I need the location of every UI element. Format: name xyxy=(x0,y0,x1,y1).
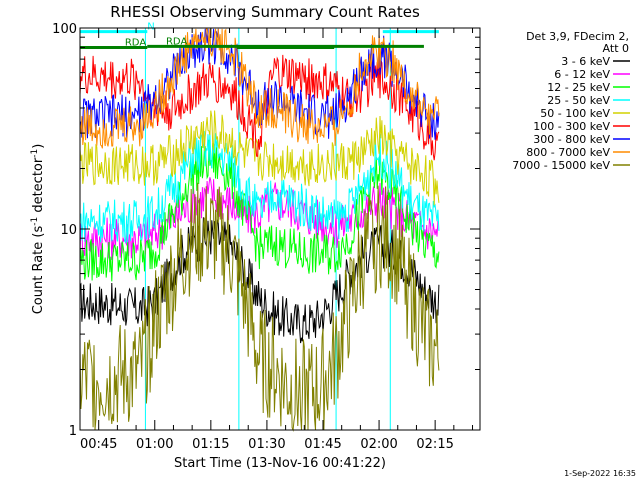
x-tick-label: 01:30 xyxy=(248,437,285,452)
y-axis-label-end: ) xyxy=(31,144,46,149)
x-tick-label: 02:00 xyxy=(360,437,397,452)
axes: 1 10 100 00:45 01:00 01:15 01:30 01:45 02:00 02:1… xyxy=(52,22,480,452)
y-tick-label: 1 xyxy=(69,424,77,439)
y-axis-label-sup1: -1 xyxy=(30,217,40,226)
timestamp: 1-Sep-2022 16:35 xyxy=(564,469,636,478)
status-bar-label-4: RDA xyxy=(166,36,187,47)
y-tick-label: 10 xyxy=(60,223,77,238)
x-tick-label: 00:45 xyxy=(80,437,117,452)
legend-label-1: 3 - 6 keV xyxy=(561,55,610,68)
series-line-5 xyxy=(79,110,440,206)
y-axis-label: Count Rate (s-1 detector-1) xyxy=(30,144,46,315)
y-axis-label-mid: detector xyxy=(31,157,46,217)
legend-label-6: 100 - 300 keV xyxy=(533,120,610,133)
legend-label-2: 6 - 12 keV xyxy=(554,68,610,81)
series-line-4 xyxy=(79,130,440,244)
status-bar-label-1: N xyxy=(147,22,154,33)
x-tick-label: 01:15 xyxy=(192,437,229,452)
legend-header-1: Det 3,9, FDecim 2, xyxy=(526,30,629,43)
y-axis-label-main: Count Rate (s xyxy=(31,226,46,315)
legend-label-4: 25 - 50 keV xyxy=(547,94,610,107)
series-line-3 xyxy=(79,139,440,282)
legend-label-8: 800 - 7000 keV xyxy=(526,146,610,159)
status-bar-label-3: RDA xyxy=(125,37,146,48)
series-line-9 xyxy=(79,182,440,432)
legend-label-7: 300 - 800 keV xyxy=(533,133,610,146)
legend-label-5: 50 - 100 keV xyxy=(540,107,610,120)
y-axis-label-sup2: -1 xyxy=(30,149,40,158)
x-axis-label: Start Time (13-Nov-16 00:41:22) xyxy=(174,456,386,471)
chart-title: RHESSI Observing Summary Count Rates xyxy=(110,3,420,21)
y-tick-label: 100 xyxy=(52,22,77,37)
x-tick-label: 01:45 xyxy=(304,437,341,452)
legend-label-9: 7000 - 15000 keV xyxy=(512,159,610,172)
x-tick-label: 02:15 xyxy=(416,437,453,452)
legend-label-3: 12 - 25 keV xyxy=(547,81,610,94)
x-tick-label: 01:00 xyxy=(136,437,173,452)
legend-header-2: Att 0 xyxy=(603,42,629,55)
